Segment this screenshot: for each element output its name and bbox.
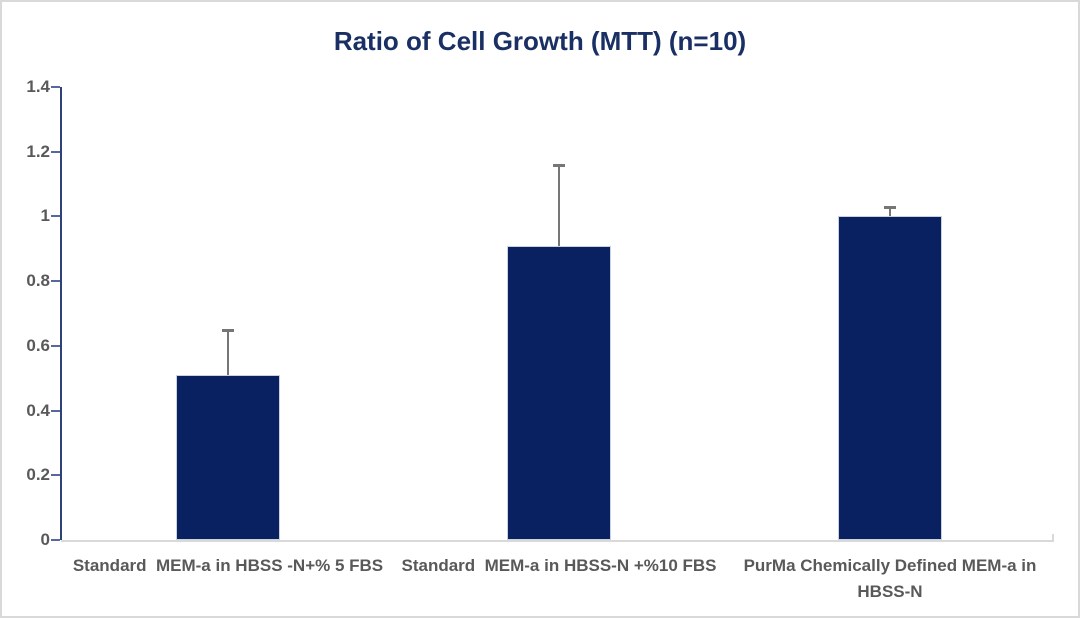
y-tick-label: 1 — [40, 206, 50, 226]
error-bar-cap-3 — [884, 205, 896, 209]
y-tick-label: 0.4 — [26, 400, 50, 420]
chart-title: Ratio of Cell Growth (MTT) (n=10) — [333, 26, 747, 56]
y-tick-mark — [51, 539, 60, 541]
error-bar-cap-2 — [553, 163, 565, 167]
error-bar-line-1 — [227, 329, 229, 375]
y-tick-mark — [51, 280, 60, 283]
y-tick-mark — [51, 474, 60, 477]
bar-3 — [838, 216, 942, 540]
y-tick-label: 0.6 — [26, 335, 50, 355]
y-tick-label: 0 — [40, 530, 50, 549]
axis-end-cap — [1052, 534, 1054, 542]
y-tick-mark — [51, 86, 60, 88]
y-tick-label: 0.2 — [26, 465, 50, 485]
error-bar-line-3 — [889, 206, 891, 217]
y-tick-label: 1.2 — [26, 141, 50, 161]
y-tick-mark — [51, 150, 60, 153]
y-tick-label: 1.4 — [26, 77, 50, 96]
y-axis-line — [60, 87, 62, 540]
y-tick-label: 0.8 — [26, 271, 50, 291]
x-axis-line — [61, 540, 1054, 542]
bar-1 — [176, 374, 280, 540]
y-tick-mark — [51, 215, 60, 218]
y-tick-mark — [51, 344, 60, 347]
x-category-label-3: PurMa Chemically Defined MEM-a in HBSS-N — [743, 556, 1037, 601]
error-bar-line-2 — [558, 164, 560, 246]
bar-2 — [507, 245, 611, 540]
x-category-label-1: Standard MEM-a in HBSS -N+% 5 FBS — [72, 556, 384, 575]
error-bar-cap-1 — [222, 328, 234, 332]
y-tick-mark — [51, 409, 60, 412]
x-category-label-2: Standard MEM-a in HBSS-N +%10 FBS — [401, 556, 717, 575]
